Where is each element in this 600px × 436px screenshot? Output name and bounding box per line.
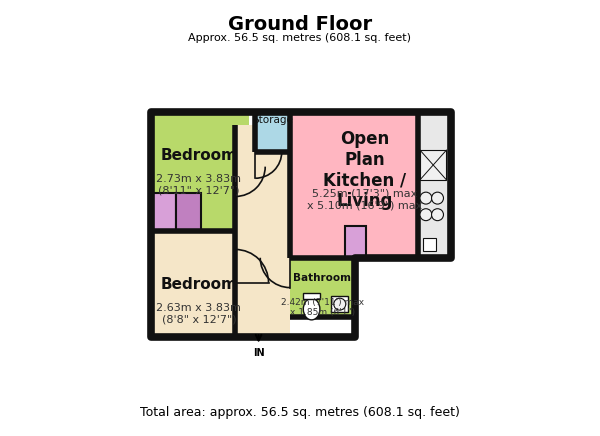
Text: 2.73m x 3.83m
(8'11" x 12'7"): 2.73m x 3.83m (8'11" x 12'7") <box>157 174 241 196</box>
Bar <box>345 226 366 258</box>
Text: Total area: approx. 56.5 sq. metres (608.1 sq. feet): Total area: approx. 56.5 sq. metres (608… <box>140 406 460 419</box>
Bar <box>418 112 451 258</box>
Text: Bathroom: Bathroom <box>293 272 351 283</box>
Text: 2.42m (7'11') max
x 1.85m (6'1"): 2.42m (7'11') max x 1.85m (6'1") <box>281 298 364 317</box>
Text: 5.25m (17'3") max
x 5.10m (16'9") max: 5.25m (17'3") max x 5.10m (16'9") max <box>307 189 422 211</box>
Bar <box>255 112 290 152</box>
Bar <box>176 193 200 231</box>
Bar <box>331 296 348 313</box>
Bar <box>420 150 446 180</box>
Text: IN: IN <box>253 348 265 358</box>
Bar <box>290 258 355 317</box>
Text: Storage: Storage <box>252 115 293 125</box>
Bar <box>422 238 436 251</box>
Circle shape <box>431 192 443 204</box>
Circle shape <box>431 209 443 221</box>
Bar <box>151 112 248 231</box>
Text: Ground Floor: Ground Floor <box>228 15 372 34</box>
Text: Approx. 56.5 sq. metres (608.1 sq. feet): Approx. 56.5 sq. metres (608.1 sq. feet) <box>188 33 412 43</box>
Text: Bedroom: Bedroom <box>160 147 238 163</box>
Bar <box>151 193 176 231</box>
Circle shape <box>334 298 346 310</box>
Circle shape <box>420 209 432 221</box>
Bar <box>151 231 248 337</box>
Text: Bedroom: Bedroom <box>160 277 238 292</box>
Bar <box>290 112 451 258</box>
Bar <box>304 293 320 299</box>
Text: 2.63m x 3.83m
(8'8" x 12'7"): 2.63m x 3.83m (8'8" x 12'7") <box>157 303 241 325</box>
Ellipse shape <box>304 298 320 320</box>
Text: Open
Plan
Kitchen /
Living: Open Plan Kitchen / Living <box>323 130 406 210</box>
Circle shape <box>420 192 432 204</box>
Bar <box>235 125 290 337</box>
